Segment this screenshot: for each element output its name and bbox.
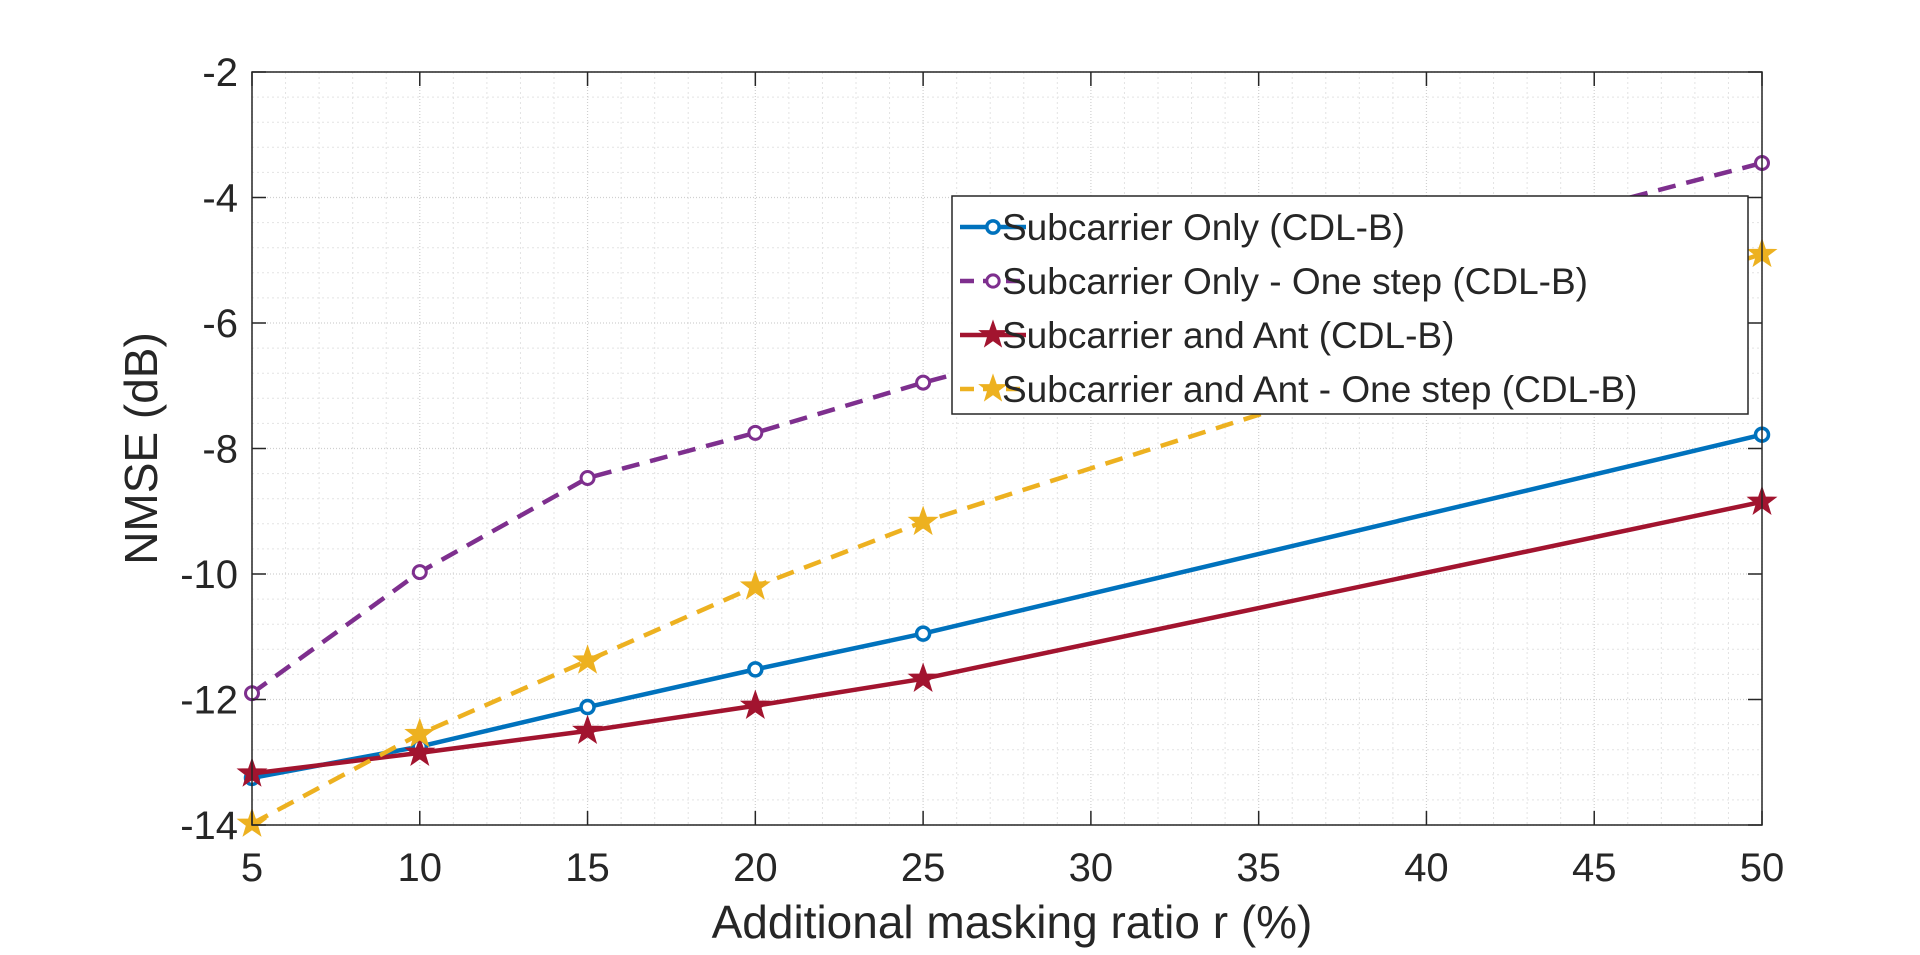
data-point bbox=[739, 570, 771, 600]
legend-marker bbox=[978, 319, 1008, 348]
x-tick-label: 50 bbox=[1740, 846, 1785, 890]
data-point bbox=[907, 662, 939, 692]
y-tick-label: -2 bbox=[202, 51, 238, 95]
data-point bbox=[914, 625, 932, 642]
tick-labels: 5 10 15 20 25 30 35 40 45 50 -14 -12 -10 -8 -6 -4 -2 bbox=[180, 51, 1784, 890]
x-tick-label: 35 bbox=[1236, 846, 1281, 890]
data-point bbox=[739, 689, 771, 719]
plot-area bbox=[252, 72, 1762, 825]
legend-label: Subcarrier Only (CDL-B) bbox=[1002, 207, 1405, 248]
plot-background bbox=[252, 72, 1762, 825]
data-point bbox=[572, 644, 604, 674]
legend-box bbox=[951, 195, 1749, 415]
legend-item: Subcarrier Only (CDL-B) bbox=[960, 207, 1405, 248]
legend-marker bbox=[978, 373, 1008, 402]
x-tick-label: 20 bbox=[733, 846, 778, 890]
x-tick-label: 15 bbox=[565, 846, 610, 890]
x-tick-label: 30 bbox=[1069, 846, 1114, 890]
data-point bbox=[411, 564, 428, 581]
series-layer bbox=[236, 154, 1778, 837]
x-tick-label: 25 bbox=[901, 846, 946, 890]
y-tick-label: -14 bbox=[180, 804, 238, 848]
y-tick-label: -12 bbox=[180, 679, 238, 723]
legend-label: Subcarrier Only - One step (CDL-B) bbox=[1002, 261, 1588, 302]
series-line bbox=[251, 499, 1763, 776]
series-line bbox=[251, 432, 1763, 781]
x-tick-label: 10 bbox=[398, 846, 443, 890]
legend-marker bbox=[985, 219, 1001, 235]
axes bbox=[251, 71, 1763, 826]
y-tick-label: -8 bbox=[202, 428, 238, 472]
data-point bbox=[915, 374, 932, 391]
y-tick-label: -6 bbox=[202, 302, 238, 346]
y-tick-label: -4 bbox=[202, 177, 238, 221]
x-tick-label: 40 bbox=[1404, 846, 1449, 890]
x-axis-label: Additional masking ratio r (%) bbox=[712, 896, 1313, 948]
data-point bbox=[907, 505, 939, 536]
data-point bbox=[404, 736, 436, 767]
y-tick-label: -10 bbox=[180, 553, 238, 597]
y-axis-label: NMSE (dB) bbox=[115, 332, 167, 565]
data-point bbox=[747, 661, 764, 678]
legend-marker bbox=[985, 273, 1001, 289]
data-point bbox=[579, 698, 596, 716]
x-tick-label: 5 bbox=[241, 846, 263, 890]
data-point bbox=[747, 424, 764, 441]
legend: Subcarrier Only (CDL-B) Subcarrier Only -… bbox=[951, 195, 1749, 415]
legend-item: Subcarrier and Ant - One step (CDL-B) bbox=[960, 369, 1637, 410]
legend-label: Subcarrier and Ant - One step (CDL-B) bbox=[1002, 369, 1637, 410]
series-line bbox=[250, 251, 1763, 826]
data-point bbox=[404, 717, 436, 748]
legend-item: Subcarrier Only - One step (CDL-B) bbox=[960, 261, 1588, 302]
data-point bbox=[572, 714, 604, 745]
legend-label: Subcarrier and Ant (CDL-B) bbox=[1002, 315, 1454, 356]
x-tick-label: 45 bbox=[1572, 846, 1617, 890]
data-point bbox=[579, 469, 596, 486]
legend-item: Subcarrier and Ant (CDL-B) bbox=[960, 315, 1454, 356]
